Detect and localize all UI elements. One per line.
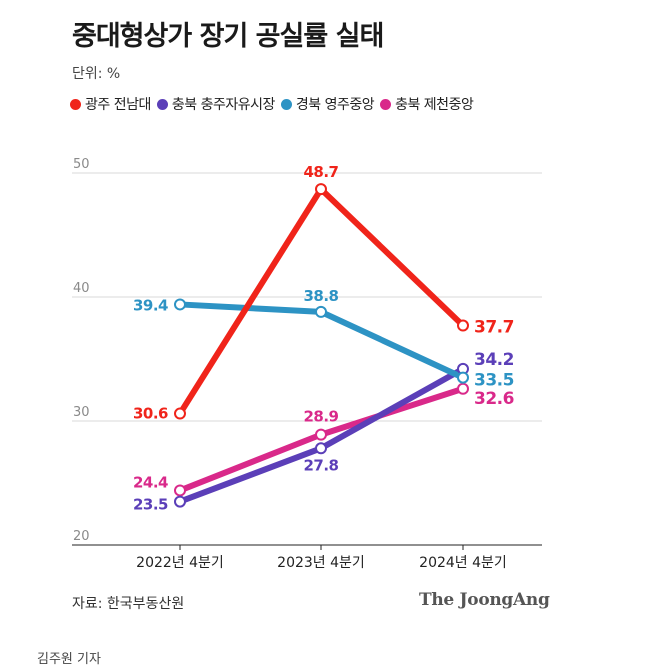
data-label: 37.7 bbox=[474, 318, 514, 338]
y-tick-label: 40 bbox=[73, 281, 90, 296]
data-point bbox=[174, 484, 186, 497]
data-point bbox=[457, 371, 469, 384]
data-label: 39.4 bbox=[133, 296, 168, 314]
legend-label-jecheon: 충북 제천중앙 bbox=[395, 97, 474, 113]
data-point bbox=[315, 183, 327, 196]
legend-label-chungju: 충북 충주자유시장 bbox=[171, 97, 276, 113]
legend-item-jecheon: 충북 제천중앙 bbox=[380, 94, 474, 114]
unit-label: 단위: % bbox=[72, 66, 121, 82]
data-point bbox=[457, 319, 469, 332]
data-label: 23.5 bbox=[133, 496, 168, 514]
data-point bbox=[315, 305, 327, 318]
data-label: 24.4 bbox=[133, 473, 168, 491]
data-label: 32.6 bbox=[474, 389, 514, 409]
data-point bbox=[457, 382, 469, 395]
data-label: 38.8 bbox=[303, 287, 338, 305]
legend-swatch-yeongju bbox=[280, 98, 292, 110]
source-note: 자료: 한국부동산원 bbox=[72, 596, 185, 612]
legend-label-yeongju: 경북 영주중앙 bbox=[295, 97, 375, 113]
data-label: 33.5 bbox=[474, 371, 514, 391]
data-label: 28.9 bbox=[303, 408, 338, 426]
legend-swatch-gwangju bbox=[70, 98, 81, 110]
data-point bbox=[174, 298, 186, 311]
legend-swatch-chungju bbox=[156, 98, 168, 110]
data-point bbox=[315, 428, 327, 441]
chart-title: 중대형상가 장기 공실률 실태 bbox=[72, 21, 384, 52]
data-label: 30.6 bbox=[133, 405, 168, 423]
data-label: 48.7 bbox=[303, 163, 338, 181]
y-tick-label: 20 bbox=[73, 529, 90, 544]
data-label: 34.2 bbox=[474, 350, 514, 370]
data-point bbox=[174, 407, 186, 420]
legend-label-gwangju: 광주 전남대 bbox=[85, 97, 151, 113]
y-tick-label: 50 bbox=[73, 157, 90, 172]
legend-item-gwangju: 광주 전남대 bbox=[70, 94, 151, 114]
data-point bbox=[174, 495, 186, 508]
legend: 광주 전남대 충북 충주자유시장 경북 영주중앙 충북 제천중앙 bbox=[70, 94, 479, 114]
legend-swatch-jecheon bbox=[380, 98, 392, 110]
legend-item-yeongju: 경북 영주중앙 bbox=[280, 94, 375, 114]
y-tick-label: 30 bbox=[73, 405, 90, 420]
brand-logo: The JoongAng bbox=[419, 590, 550, 610]
reporter-credit: 김주원 기자 bbox=[37, 652, 101, 667]
data-point bbox=[315, 442, 327, 455]
x-tick-label: 2024년 4분기 bbox=[419, 555, 507, 571]
data-label: 27.8 bbox=[303, 456, 338, 474]
x-tick-label: 2023년 4분기 bbox=[277, 555, 365, 571]
legend-item-chungju: 충북 충주자유시장 bbox=[156, 94, 276, 114]
x-tick-label: 2022년 4분기 bbox=[136, 555, 224, 571]
